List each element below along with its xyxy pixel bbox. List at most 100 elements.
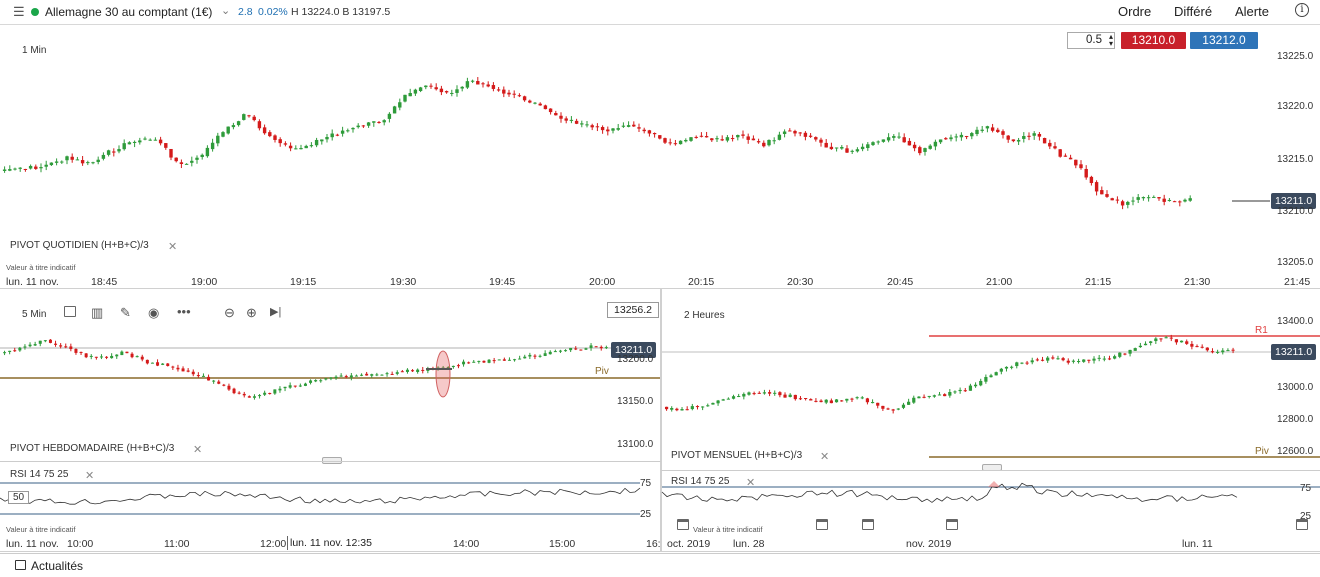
right-rsi-line	[661, 481, 1320, 503]
main-candle	[1172, 201, 1177, 203]
main-x-tick-5: 20:00	[589, 276, 616, 288]
main-candle	[1094, 182, 1099, 192]
left-resize-handle[interactable]	[322, 457, 342, 464]
chevron-down-icon[interactable]: ⌄	[221, 5, 231, 17]
main-candle	[959, 134, 964, 138]
main-candle	[117, 149, 121, 152]
main-candle	[985, 126, 990, 129]
calendar-icon[interactable]	[1296, 519, 1308, 530]
main-candle	[855, 149, 860, 152]
main-candle	[777, 134, 782, 140]
zoom-out-icon[interactable]: ⊖	[224, 305, 235, 320]
right-candles[interactable]	[662, 330, 1320, 460]
main-candle	[96, 159, 100, 163]
order-button[interactable]: Ordre	[1118, 4, 1152, 19]
main-candle	[247, 115, 251, 117]
close-icon[interactable]: ✕	[746, 477, 756, 489]
main-candle	[460, 86, 464, 89]
calendar-icon[interactable]	[677, 519, 689, 530]
main-candle	[871, 142, 875, 146]
left-candle	[513, 359, 517, 361]
left-top-price: 13256.2	[607, 302, 659, 318]
right-candle	[809, 399, 813, 401]
left-candle	[365, 373, 369, 376]
right-candle	[1231, 349, 1235, 351]
calendar-icon[interactable]	[816, 519, 828, 530]
menu-icon[interactable]: ☰	[13, 4, 25, 19]
play-icon[interactable]: ▶|	[270, 306, 282, 318]
main-candle	[465, 81, 470, 88]
main-pivot-label: PIVOT QUOTIDIEN (H+B+C)/3	[10, 240, 149, 251]
news-label[interactable]: Actualités	[31, 559, 84, 573]
main-candle	[694, 136, 698, 138]
left-rsi-path	[0, 487, 641, 505]
right-candle	[1097, 357, 1101, 359]
main-candles[interactable]	[0, 0, 1270, 266]
main-timeframe[interactable]: 1 Min	[22, 45, 47, 56]
main-candle	[522, 96, 527, 101]
left-candle	[589, 345, 593, 348]
right-x-tick-3: lun. 11	[1182, 538, 1213, 550]
right-candle	[840, 400, 844, 402]
left-rsi-line	[0, 482, 641, 515]
left-candle	[314, 380, 318, 382]
instrument-name[interactable]: Allemagne 30 au comptant (1€)	[45, 5, 213, 19]
main-x-tick-12: 21:45	[1284, 276, 1311, 288]
calendar-icon[interactable]	[64, 306, 76, 317]
main-candle	[413, 89, 418, 94]
left-candle	[482, 360, 486, 363]
info-icon[interactable]: i	[1295, 3, 1309, 17]
main-candle	[1042, 137, 1047, 144]
left-rsi-50: 50	[8, 491, 30, 504]
close-icon[interactable]: ✕	[820, 451, 830, 463]
right-timeframe[interactable]: 2 Heures	[684, 310, 725, 321]
left-candles[interactable]	[0, 330, 660, 410]
more-icon[interactable]: •••	[177, 304, 191, 319]
main-candle	[1188, 198, 1192, 201]
left-candle	[380, 374, 384, 376]
alert-button[interactable]: Alerte	[1235, 4, 1269, 19]
right-candle	[860, 397, 864, 399]
left-candle	[594, 346, 598, 348]
left-rsi-divider	[0, 461, 661, 462]
right-disclaimer: Valeur à titre indicatif	[693, 525, 763, 534]
right-candle	[1143, 343, 1148, 346]
calendar-icon[interactable]	[862, 519, 874, 530]
main-candle	[392, 106, 397, 114]
bar-chart-icon[interactable]: ▥	[91, 305, 104, 320]
left-candle	[579, 349, 583, 351]
right-candle	[793, 394, 797, 400]
main-candle	[304, 145, 308, 149]
calendar-icon[interactable]	[946, 519, 958, 530]
main-candle	[28, 165, 33, 169]
close-icon[interactable]: ✕	[168, 241, 178, 253]
sell-button[interactable]: 13210.0	[1121, 32, 1186, 49]
lot-size-stepper[interactable]: 0.5 ▴ ▾	[1067, 32, 1115, 49]
right-candle	[819, 400, 823, 403]
zoom-in-icon[interactable]: ⊕	[246, 305, 257, 320]
eye-icon[interactable]: ◉	[148, 305, 160, 320]
main-candle	[1136, 197, 1140, 200]
right-candle	[1025, 362, 1029, 364]
main-candle	[559, 115, 563, 119]
close-icon[interactable]: ✕	[85, 470, 95, 482]
main-candle	[288, 145, 293, 149]
main-candle	[2, 169, 7, 171]
right-candle	[701, 406, 705, 408]
main-candle	[964, 136, 969, 138]
main-candle	[606, 129, 610, 132]
main-candle	[980, 129, 984, 131]
main-candle	[148, 139, 152, 141]
delayed-button[interactable]: Différé	[1174, 4, 1213, 19]
main-y-tick-4: 13205.0	[1277, 257, 1314, 268]
left-candle	[212, 380, 216, 382]
left-candle	[23, 346, 27, 348]
close-icon[interactable]: ✕	[193, 444, 203, 456]
left-current-price-tag: 13211.0	[611, 342, 657, 358]
right-candle	[742, 393, 746, 397]
buy-button[interactable]: 13212.0	[1190, 32, 1258, 49]
right-candle	[1035, 359, 1039, 361]
right-rsi-path	[661, 482, 1238, 503]
left-timeframe[interactable]: 5 Min	[22, 309, 47, 320]
pencil-icon[interactable]: ✎	[120, 305, 131, 320]
